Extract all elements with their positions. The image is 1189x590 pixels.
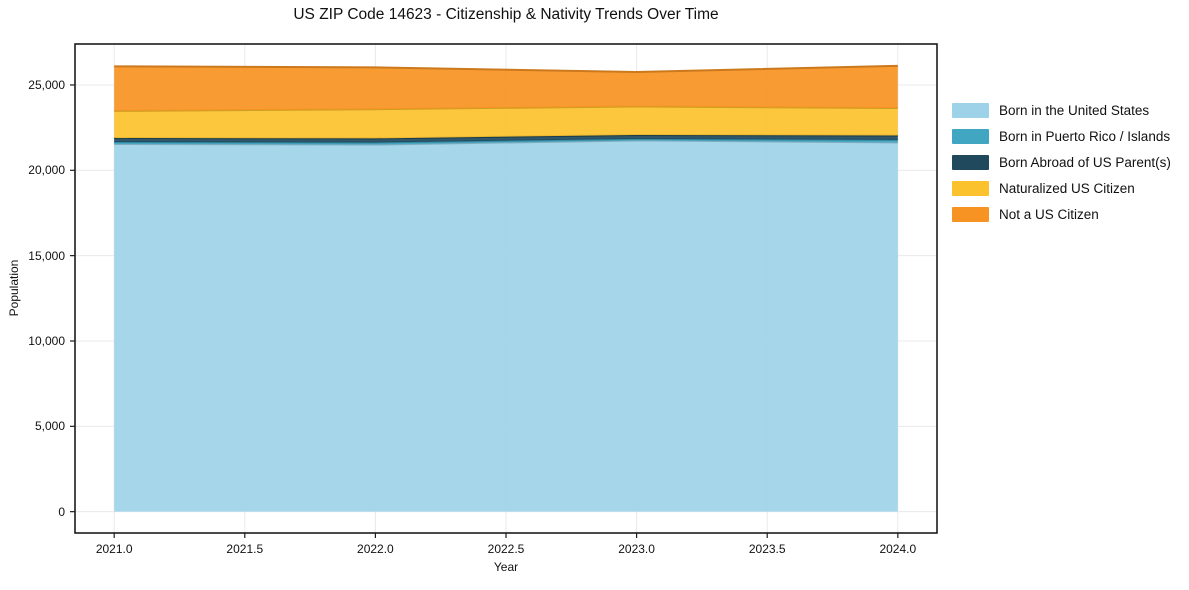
legend-item: Born in the United States — [952, 97, 1171, 123]
stacked-areas — [114, 64, 898, 512]
x-tick-label: 2021.0 — [95, 542, 133, 556]
legend: Born in the United States Born in Puerto … — [952, 97, 1171, 227]
legend-label: Born in Puerto Rico / Islands — [999, 128, 1171, 144]
y-tick-label: 10,000 — [28, 333, 65, 348]
x-tick-label: 2022.0 — [357, 542, 394, 556]
x-tick-label: 2024.0 — [879, 542, 917, 556]
chart-title: US ZIP Code 14623 - Citizenship & Nativi… — [293, 6, 719, 23]
legend-item: Naturalized US Citizen — [952, 175, 1171, 201]
legend-label: Naturalized US Citizen — [999, 180, 1135, 196]
area-edge-4 — [114, 64, 898, 73]
legend-swatch-icon — [952, 128, 989, 144]
legend-swatch-icon — [952, 206, 989, 222]
area-series-3 — [114, 106, 898, 139]
y-tick-label: 0 — [58, 504, 65, 519]
area-series-4 — [114, 65, 898, 111]
legend-item: Born in Puerto Rico / Islands — [952, 123, 1171, 149]
y-axis-title: Population — [7, 259, 21, 317]
legend-label: Not a US Citizen — [999, 206, 1099, 222]
legend-item: Born Abroad of US Parent(s) — [952, 149, 1171, 175]
y-tick-label: 5,000 — [34, 419, 65, 434]
tick-marks — [70, 84, 899, 538]
x-tick-label: 2022.5 — [487, 542, 525, 556]
x-tick-label: 2023.5 — [748, 542, 786, 556]
legend-swatch-icon — [952, 180, 989, 196]
area-edge-0 — [114, 139, 898, 146]
legend-item: Not a US Citizen — [952, 201, 1171, 227]
legend-swatch-icon — [952, 154, 989, 170]
y-tick-label: 15,000 — [28, 248, 65, 263]
x-tick-label: 2021.5 — [226, 542, 264, 556]
x-tick-label: 2023.0 — [618, 542, 655, 556]
legend-label: Born in the United States — [999, 102, 1150, 118]
y-tick-label: 20,000 — [28, 163, 65, 178]
legend-swatch-icon — [952, 102, 989, 118]
x-axis-title: Year — [493, 560, 519, 574]
legend-label: Born Abroad of US Parent(s) — [999, 154, 1171, 170]
area-series-0 — [114, 140, 898, 512]
y-tick-label: 25,000 — [28, 77, 65, 92]
area-series-2 — [114, 134, 898, 143]
